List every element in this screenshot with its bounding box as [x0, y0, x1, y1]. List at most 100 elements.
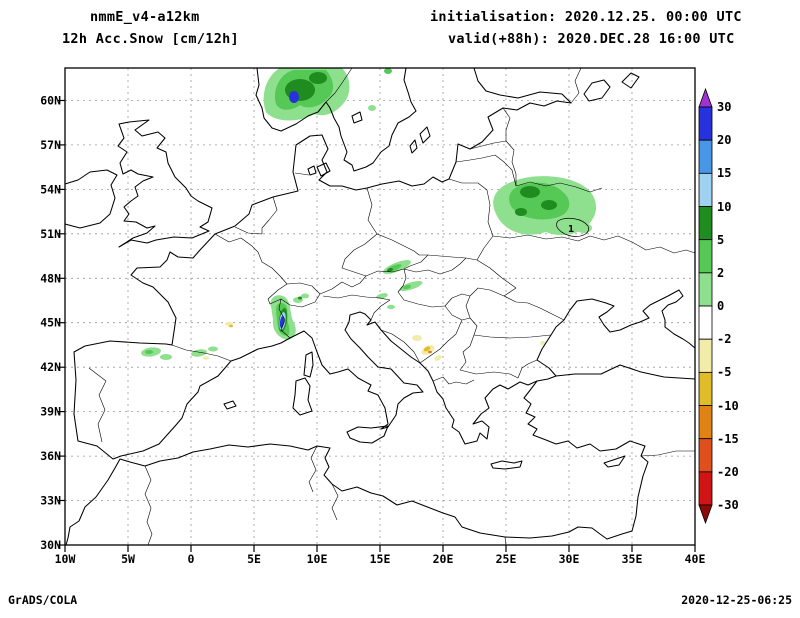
- contour-line-1cm: [556, 217, 589, 237]
- border-bulgaria-romania: [473, 334, 552, 339]
- coast-mediterranean-italy: [120, 311, 424, 457]
- snow-streak-bavaria: [376, 293, 388, 299]
- border-finland-russia: [570, 67, 582, 104]
- snow-speck-alps-ne3: [298, 296, 302, 300]
- border-libya-egypt: [504, 536, 507, 546]
- snow-area-belarus-core2: [541, 200, 557, 210]
- lon-label-5w: 5W: [121, 552, 135, 566]
- border-turkey-syria: [640, 450, 695, 457]
- map-frame-group: [58, 67, 696, 552]
- colorbar-bottom-arrow: [698, 504, 713, 525]
- snow-streak-bohemia3: [387, 267, 393, 273]
- lat-label-60n: 60N: [40, 94, 61, 108]
- cbar-label-neg2: -2: [717, 332, 731, 346]
- snow-speck-sweden-north: [384, 68, 392, 74]
- lat-label-30n: 30N: [40, 538, 61, 552]
- border-slovenia-croatia: [370, 299, 391, 321]
- snow-area-belarus-core1: [520, 186, 540, 198]
- lat-label-39n: 39N: [40, 405, 61, 419]
- lon-label-25e: 25E: [496, 552, 517, 566]
- cbar-label-5: 5: [717, 233, 724, 247]
- lat-label-36n: 36N: [40, 449, 61, 463]
- border-bulgaria-greece: [459, 369, 519, 379]
- colorbar-labels: 30 20 15 10 5 2 0 -2 -5 -10 -15 -20 -30: [717, 100, 739, 512]
- lon-label-40e: 40E: [685, 552, 706, 566]
- border-germany-czech: [341, 233, 378, 277]
- lat-label-57n: 57N: [40, 138, 61, 152]
- cbar-label-neg30: -30: [717, 498, 739, 512]
- colorbar-segment-9: [698, 405, 713, 440]
- cbar-label-0: 0: [717, 299, 724, 313]
- colorbar-segment-4: [698, 239, 713, 274]
- lon-label-10w: 10W: [55, 552, 76, 566]
- border-france-spain: [171, 344, 232, 362]
- border-poland-east: [427, 178, 494, 261]
- lat-label-45n: 45N: [40, 316, 61, 330]
- border-morocco-algeria: [144, 465, 153, 546]
- field-title: 12h Acc.Snow [cm/12h]: [62, 31, 239, 47]
- lon-label-30e: 30E: [559, 552, 580, 566]
- cbar-label-neg15: -15: [717, 432, 739, 446]
- border-ukraine-russia: [589, 235, 696, 254]
- colorbar-top-arrow: [698, 87, 713, 108]
- coast-zealand: [316, 162, 331, 177]
- valid-time-label: valid(+88h): 2020.DEC.28 16:00 UTC: [448, 31, 735, 47]
- border-serbia-bulgaria: [459, 334, 475, 371]
- colorbar: 30 20 15 10 5 2 0 -2 -5 -10 -15 -20 -30: [698, 87, 739, 525]
- coast-sicily: [346, 425, 389, 444]
- snow-area-spain2: [145, 350, 153, 354]
- colorbar-segment-10: [698, 438, 713, 473]
- coast-black-sea-north: [536, 289, 696, 377]
- coast-cyprus: [603, 455, 626, 468]
- border-latvia-russia: [505, 140, 517, 186]
- lat-label-48n: 48N: [40, 271, 61, 285]
- cbar-label-20: 20: [717, 133, 731, 147]
- coast-crete: [490, 460, 523, 470]
- border-switzerland: [267, 282, 321, 308]
- lon-axis-labels: 10W 5W 0 5E 10E 15E 20E 25E 30E 35E 40E: [55, 552, 706, 566]
- border-lithuania-latvia: [455, 154, 496, 163]
- colorbar-segment-3: [698, 206, 713, 241]
- lake-ladoga: [583, 79, 611, 102]
- lon-label-5e: 5E: [247, 552, 261, 566]
- melt-speck-spain1: [203, 356, 209, 360]
- border-ukraine-romania-carpathians: [469, 259, 517, 297]
- model-title: nmmE_v4-a12km: [90, 9, 200, 25]
- border-bosnia-serbia: [419, 319, 463, 364]
- border-italy-austria-slovenia: [322, 294, 391, 301]
- lake-onega: [621, 72, 640, 89]
- lon-label-35e: 35E: [622, 552, 643, 566]
- coast-sardinia: [292, 377, 313, 416]
- colorbar-segment-8: [698, 371, 713, 406]
- border-croatia-serbia-danube: [444, 305, 471, 321]
- border-latvia-estonia: [469, 140, 507, 150]
- melt-area-bosnia: [434, 355, 442, 361]
- snow-area-spain4: [191, 349, 207, 357]
- coast-turkey-levant-africa: [65, 380, 649, 546]
- lat-label-42n: 42N: [40, 360, 61, 374]
- country-borders: [88, 67, 696, 546]
- border-belgium-netherlands: [234, 226, 263, 235]
- coast-ireland: [64, 169, 118, 229]
- graticule-grid: [65, 68, 695, 545]
- coast-mallorca: [223, 400, 237, 410]
- lon-label-10e: 10E: [307, 552, 328, 566]
- border-lithuania-belarus: [494, 154, 517, 187]
- footer: GrADS/COLA 2020-12-25-06:25: [8, 593, 792, 607]
- cbar-label-neg20: -20: [717, 465, 739, 479]
- border-bulgaria-turkey: [517, 359, 538, 379]
- lon-label-15e: 15E: [370, 552, 391, 566]
- contour-value-label: 1: [568, 224, 574, 235]
- melt-area-croatia1: [412, 335, 422, 341]
- border-denmark-germany: [294, 172, 310, 176]
- snow-streak-austria2: [403, 284, 411, 290]
- coast-oland: [409, 139, 418, 154]
- lon-ticks: [64, 545, 696, 552]
- coast-funen: [307, 165, 317, 176]
- border-romania-serbia: [465, 295, 478, 336]
- coast-corsica: [303, 351, 314, 378]
- border-albania-macedonia-greece: [432, 376, 475, 385]
- colorbar-segment-11: [698, 471, 713, 506]
